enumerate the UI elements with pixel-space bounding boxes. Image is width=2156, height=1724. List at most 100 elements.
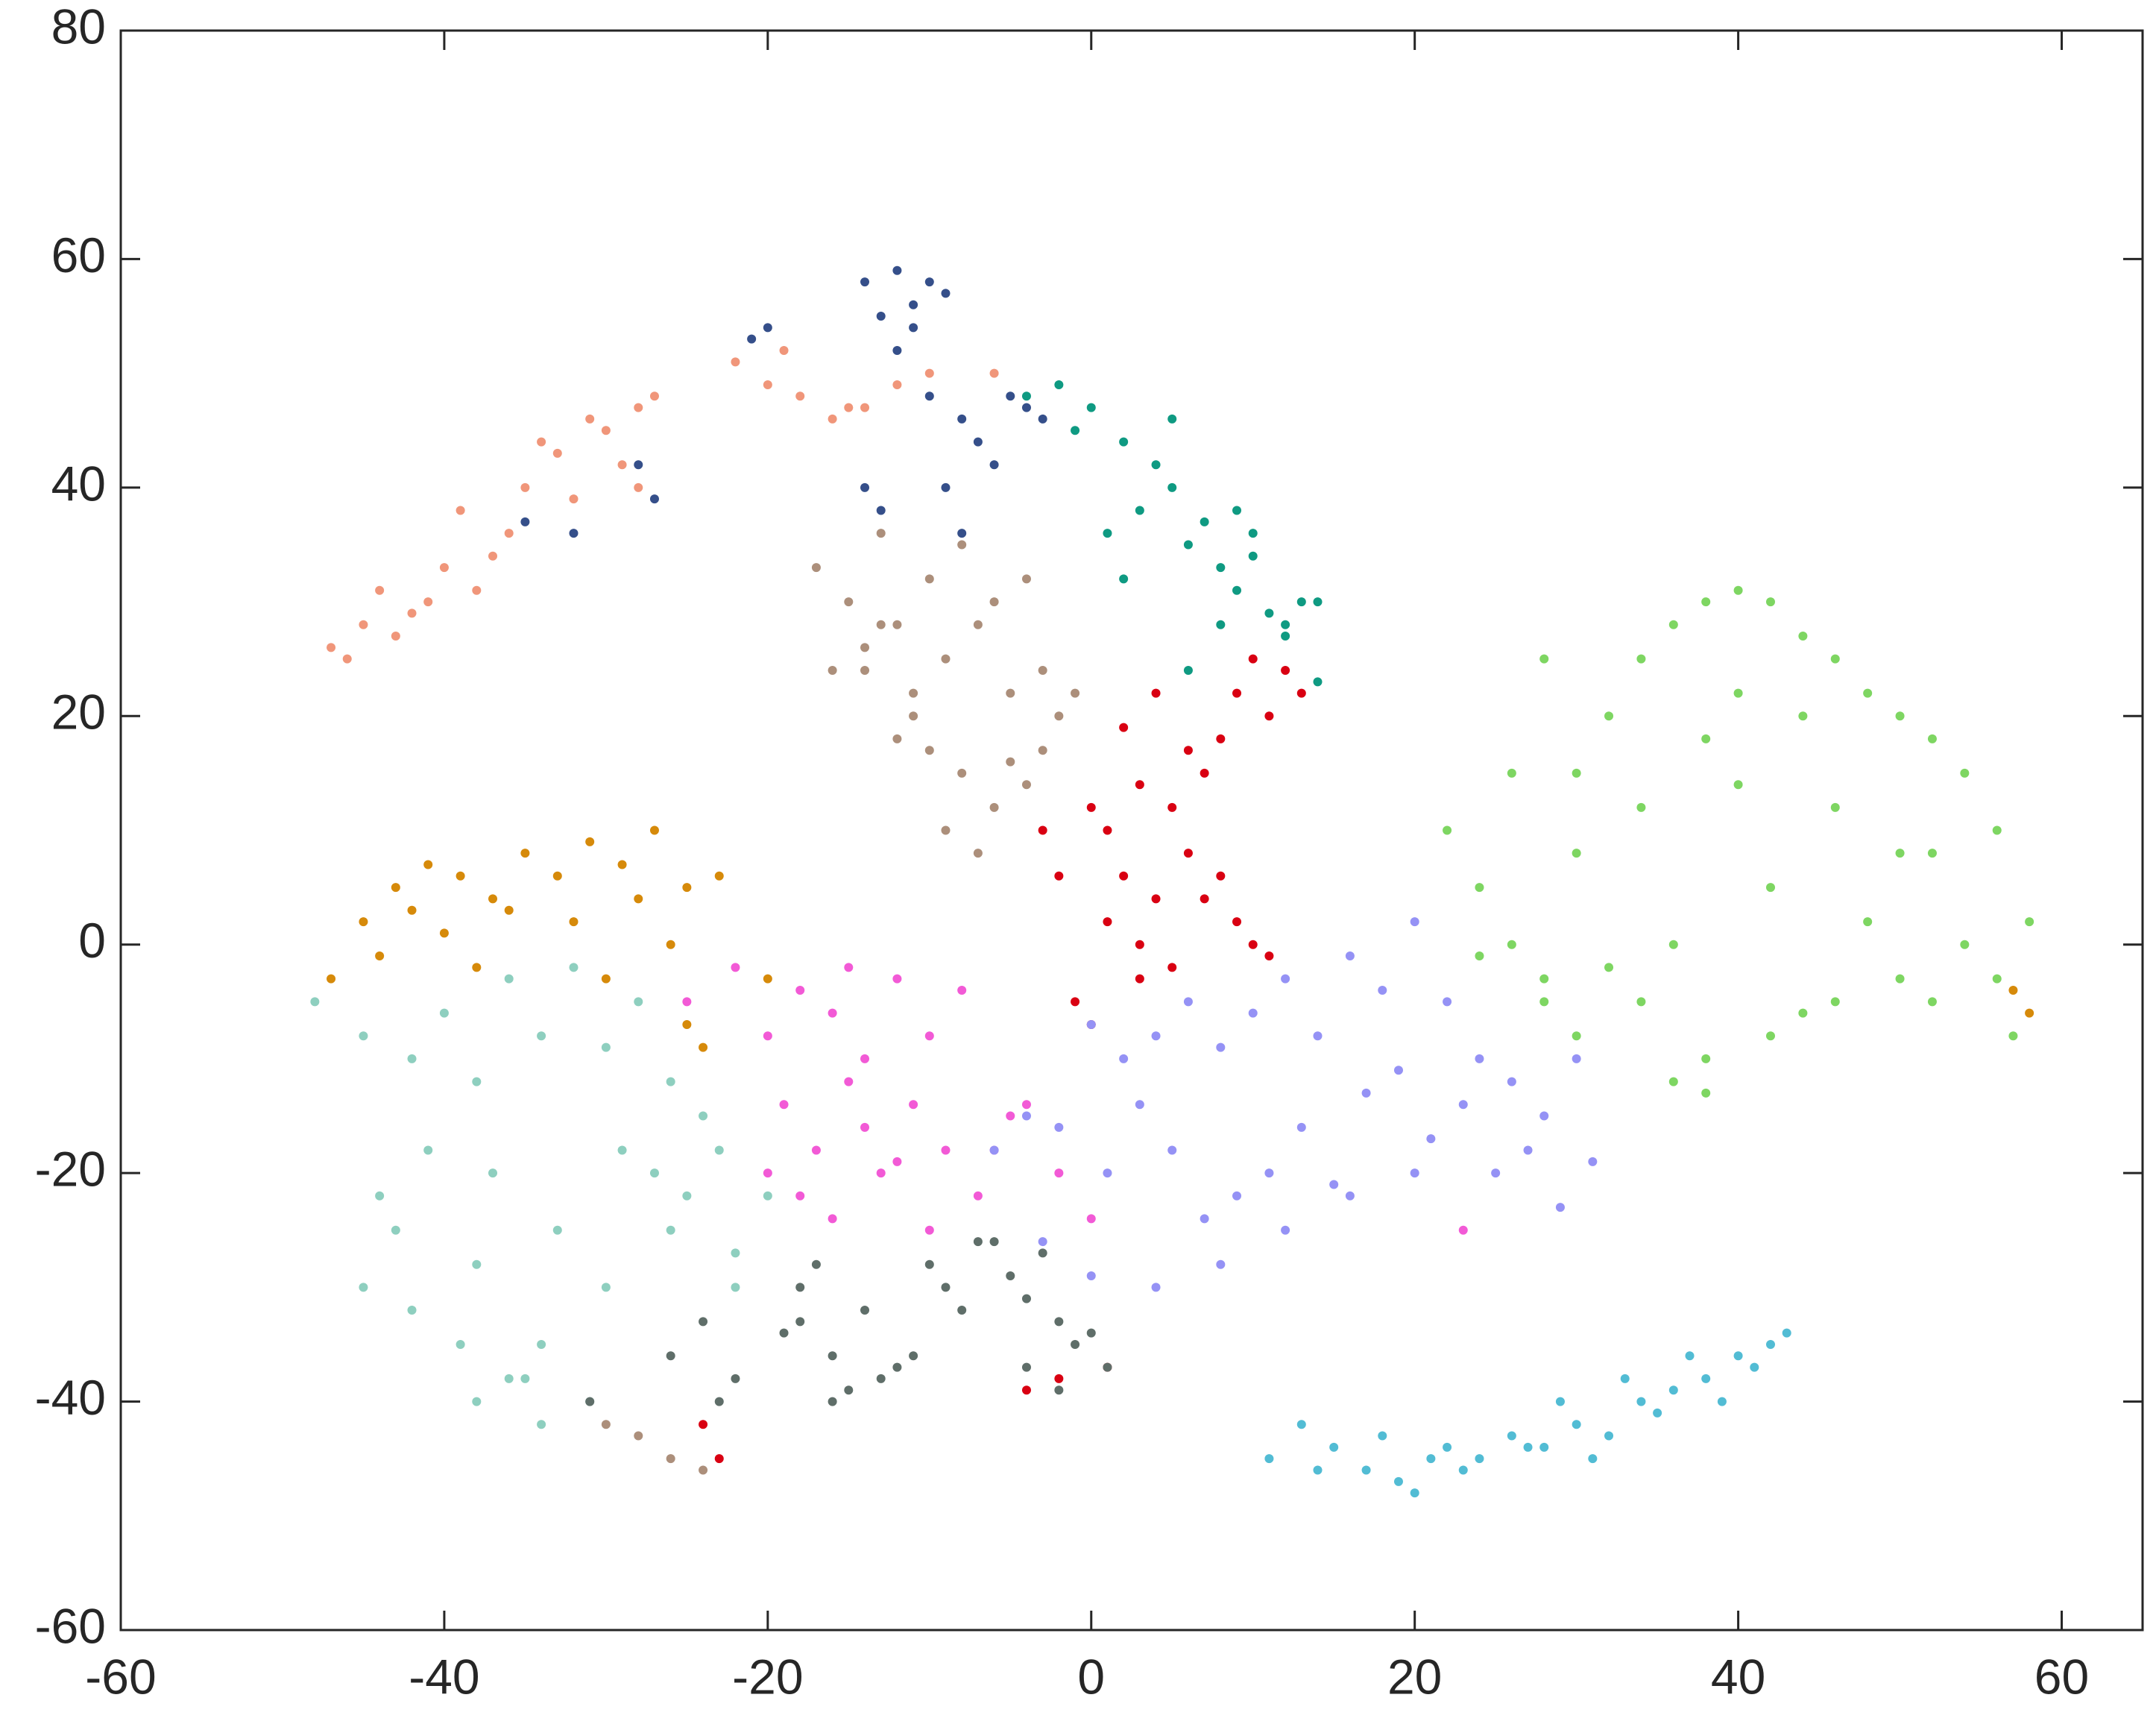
scatter-point [731, 357, 740, 367]
scatter-point [1798, 1008, 1808, 1018]
scatter-point [1523, 1145, 1533, 1155]
scatter-point [1054, 1122, 1064, 1132]
scatter-point [634, 460, 643, 470]
scatter-point [828, 1397, 837, 1406]
scatter-point [1378, 986, 1387, 995]
scatter-point [504, 529, 514, 538]
scatter-point [1507, 768, 1516, 778]
scatter-point [666, 1225, 675, 1235]
scatter-point [1264, 1168, 1274, 1178]
scatter-point [957, 529, 967, 538]
x-tick-label: -40 [409, 1649, 479, 1704]
scatter-point [472, 1259, 482, 1269]
scatter-point [909, 1351, 918, 1361]
scatter-point [731, 1283, 740, 1292]
scatter-point [1491, 1168, 1501, 1178]
scatter-point [391, 883, 400, 893]
scatter-point [1572, 1031, 1581, 1041]
scatter-point [828, 1351, 837, 1361]
scatter-point [1733, 1351, 1743, 1361]
scatter-point [1151, 460, 1161, 470]
scatter-point [779, 346, 789, 355]
scatter-point [1458, 1100, 1468, 1110]
scatter-point [634, 482, 643, 492]
scatter-point [1378, 1431, 1387, 1441]
scatter-point [520, 482, 530, 492]
scatter-point [1410, 1168, 1419, 1178]
scatter-point [1135, 780, 1144, 790]
scatter-point [1071, 997, 1080, 1007]
scatter-point [731, 1374, 740, 1383]
scatter-point [1183, 540, 1193, 550]
scatter-point [569, 917, 579, 927]
scatter-point [666, 940, 675, 949]
scatter-point [844, 1077, 854, 1086]
scatter-point [811, 1259, 821, 1269]
scatter-point [537, 437, 546, 447]
scatter-point [1021, 403, 1031, 412]
scatter-point [634, 1431, 643, 1441]
scatter-point [1588, 1157, 1598, 1166]
y-tick-label: -20 [35, 1142, 106, 1197]
scatter-point [989, 1145, 999, 1155]
scatter-point [472, 1077, 482, 1086]
scatter-point [1200, 517, 1209, 526]
scatter-point [876, 506, 886, 515]
scatter-point [1248, 654, 1258, 664]
scatter-point [359, 1031, 368, 1041]
scatter-point [1426, 1134, 1436, 1144]
scatter-point [1167, 482, 1177, 492]
scatter-point [634, 997, 643, 1007]
scatter-point [973, 1237, 983, 1247]
y-tick-label: 80 [51, 0, 106, 54]
scatter-point [1054, 711, 1064, 721]
scatter-point [649, 1168, 659, 1178]
scatter-point [1232, 917, 1242, 927]
scatter-point [617, 1145, 627, 1155]
scatter-point [1296, 597, 1306, 607]
scatter-point [1572, 1420, 1581, 1429]
scatter-point [828, 414, 837, 424]
scatter-point [892, 734, 902, 743]
scatter-point [699, 1465, 708, 1475]
scatter-point [699, 1420, 708, 1429]
scatter-point [909, 1100, 918, 1110]
scatter-point [1054, 1374, 1064, 1383]
scatter-point [1668, 940, 1678, 949]
scatter-point [1264, 711, 1274, 721]
scatter-point [520, 1374, 530, 1383]
scatter-point [957, 986, 967, 995]
scatter-point [327, 974, 336, 984]
scatter-point [989, 460, 999, 470]
scatter-point [892, 974, 902, 984]
scatter-point [1863, 688, 1873, 698]
scatter-point [714, 871, 724, 881]
scatter-point [1960, 768, 1970, 778]
scatter-point [860, 1054, 870, 1063]
scatter-point [1021, 780, 1031, 790]
scatter-point [1960, 940, 1970, 949]
scatter-point [439, 928, 449, 938]
scatter-point [1167, 802, 1177, 812]
scatter-point [941, 654, 951, 664]
scatter-point [682, 1191, 692, 1201]
scatter-point [1151, 1283, 1161, 1292]
scatter-point [552, 871, 562, 881]
scatter-point [1765, 597, 1775, 607]
scatter-point [456, 871, 465, 881]
scatter-point [795, 391, 805, 401]
scatter-point [1895, 711, 1905, 721]
scatter-point [601, 1420, 611, 1429]
scatter-point [537, 1339, 546, 1349]
scatter-point [909, 300, 918, 309]
scatter-point [1539, 1111, 1549, 1121]
scatter-point [714, 1397, 724, 1406]
scatter-point [844, 1385, 854, 1395]
scatter-point [1054, 871, 1064, 881]
scatter-point [763, 1191, 772, 1201]
scatter-point [1038, 1248, 1047, 1258]
scatter-point [795, 1191, 805, 1201]
scatter-point [941, 289, 951, 298]
